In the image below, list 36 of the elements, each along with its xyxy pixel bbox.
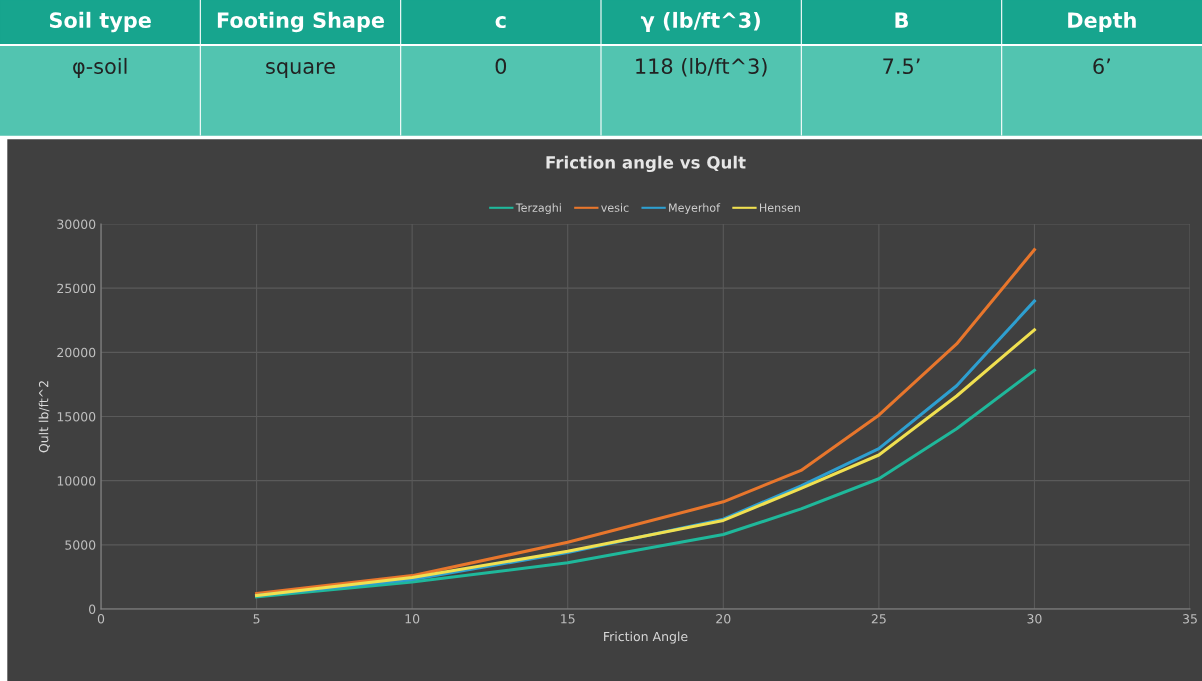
y-tick-label: 10000 (57, 476, 96, 486)
x-tick-label: 20 (716, 614, 731, 624)
text: square (266, 62, 335, 79)
y-tick-label: 20000 (57, 347, 96, 358)
category-label: γ (lb/ft^3) (640, 11, 760, 33)
y-tick-label: 5000 (65, 540, 96, 550)
x-tick-label: 30 (1027, 614, 1042, 624)
legend-label: vesic (601, 203, 629, 212)
legend-label: Terzaghi (515, 203, 561, 214)
category-label: c (495, 16, 506, 29)
x-tick-label: 15 (561, 614, 575, 624)
x-tick-label: 0 (97, 614, 105, 624)
legend-label: Meyerhof (669, 203, 721, 214)
category-label: B (895, 12, 908, 28)
x-tick-label: 35 (1183, 614, 1197, 624)
y-tick-label: 30000 (57, 219, 96, 229)
text: φ-soil (73, 57, 127, 79)
y-tick-label: 0 (89, 604, 96, 614)
y-axis-title: Qult lb/ft^2 (38, 381, 50, 453)
text: 7.5’ (883, 58, 920, 75)
y-tick-label: 15000 (57, 411, 96, 422)
legend-label: Hensen (759, 203, 800, 212)
category-label: Footing Shape (217, 11, 385, 33)
text: 0 (495, 58, 507, 75)
x-tick-label: 5 (253, 614, 260, 624)
x-axis-title: Friction Angle (604, 631, 688, 644)
line-series (255, 248, 1036, 596)
line-series (255, 368, 1036, 599)
x-tick-label: 25 (871, 614, 886, 624)
category-label: Soil type (49, 11, 151, 33)
x-tick-label: 10 (405, 614, 420, 624)
text: 6’ (1093, 58, 1110, 75)
y-tick-label: 25000 (57, 283, 96, 294)
category-label: Depth (1068, 11, 1136, 33)
text: 118 (lb/ft^3) (636, 57, 767, 77)
chart-title: Friction angle vs Qult (546, 155, 746, 173)
